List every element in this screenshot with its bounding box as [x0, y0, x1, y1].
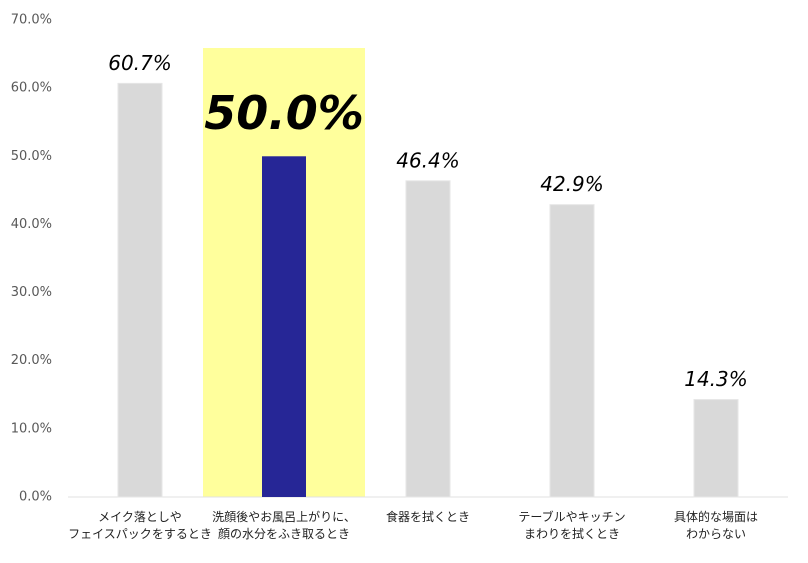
y-tick-label: 30.0%: [11, 285, 52, 300]
bar: [117, 82, 163, 498]
x-tick-label-line: わからない: [686, 527, 746, 541]
y-tick-label: 70.0%: [11, 13, 52, 28]
x-tick-label-line: 洗顔後やお風呂上がりに、: [212, 509, 356, 524]
y-tick-label: 20.0%: [11, 353, 52, 368]
x-tick-label: メイク落としやフェイスパックをするとき: [68, 510, 212, 541]
y-tick-label: 60.0%: [11, 81, 52, 96]
x-tick-label-line: メイク落としや: [98, 510, 182, 524]
x-tick-label-line: フェイスパックをするとき: [68, 527, 212, 541]
x-tick-label: テーブルやキッチンまわりを拭くとき: [518, 509, 625, 541]
bar: [693, 399, 739, 498]
y-tick-label: 50.0%: [11, 149, 52, 164]
value-label: 46.4%: [396, 148, 460, 172]
x-tick-label: 具体的な場面はわからない: [674, 509, 758, 541]
x-tick-label-line: 顔の水分をふき取るとき: [218, 526, 350, 541]
bar: [262, 156, 306, 498]
y-tick-label: 40.0%: [11, 217, 52, 232]
x-tick-label-line: 食器を拭くとき: [386, 509, 470, 524]
y-tick-label: 0.0%: [19, 490, 52, 505]
y-tick-label: 10.0%: [11, 421, 52, 436]
x-tick-label: 洗顔後やお風呂上がりに、顔の水分をふき取るとき: [212, 509, 356, 541]
value-label: 50.0%: [204, 86, 364, 140]
x-tick-label-line: テーブルやキッチン: [518, 509, 625, 524]
value-label: 14.3%: [684, 367, 748, 391]
value-label: 42.9%: [540, 172, 604, 196]
x-tick-label-line: 具体的な場面は: [674, 509, 758, 524]
x-tick-label-line: まわりを拭くとき: [524, 527, 620, 541]
value-label: 60.7%: [108, 51, 172, 75]
bar: [549, 204, 595, 498]
bar: [405, 180, 451, 498]
x-tick-label: 食器を拭くとき: [386, 509, 470, 524]
